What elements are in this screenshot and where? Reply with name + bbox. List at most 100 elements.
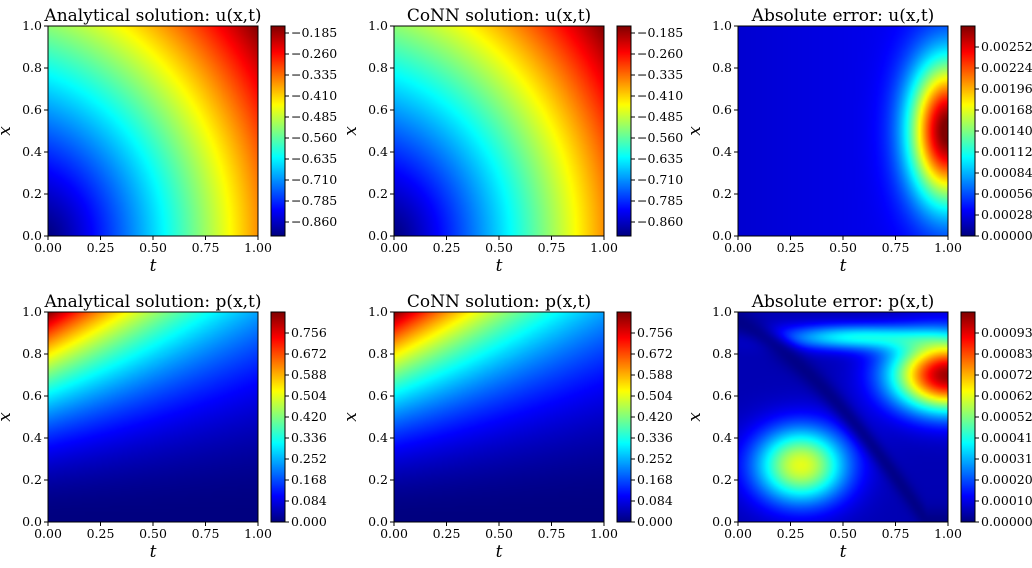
chart-panel-2: CoNN solution: u(x,t) 0.00 0.25 0.50 0.75 1.0… [341, 6, 683, 276]
y-tick-label: 0.4 [368, 144, 388, 159]
y-tick-label: 0.4 [712, 430, 732, 445]
colorbar-tick-label: 0.000416 [981, 430, 1032, 445]
y-tick-label: 0.2 [368, 472, 388, 487]
colorbar-tick-label: −0.335 [291, 67, 337, 82]
colorbar [961, 312, 975, 522]
colorbar-tick-label: 0.672 [637, 346, 673, 361]
x-tick-label: 0.00 [34, 240, 62, 255]
colorbar-tick-label: 0.000624 [981, 388, 1032, 403]
colorbar-tick-label: 0.336 [291, 430, 327, 445]
colorbar-tick-label: 0.000312 [981, 451, 1032, 466]
y-axis-label: x [685, 126, 705, 136]
chart-title: Analytical solution: p(x,t) [43, 292, 261, 312]
chart-title: CoNN solution: p(x,t) [407, 292, 591, 312]
heatmap-image [48, 26, 258, 236]
colorbar-tick-label: −0.710 [291, 172, 337, 187]
chart-title: CoNN solution: u(x,t) [407, 6, 591, 26]
x-tick-label: 1.00 [244, 240, 272, 255]
y-tick-label: 1.0 [368, 304, 388, 319]
y-tick-label: 0.2 [368, 186, 388, 201]
y-tick-label: 0.0 [368, 228, 388, 243]
colorbar [271, 312, 285, 522]
x-tick-label: 0.50 [485, 526, 513, 541]
y-tick-label: 0.4 [712, 144, 732, 159]
colorbar-tick-label: −0.560 [637, 130, 683, 145]
y-tick-label: 0.0 [368, 514, 388, 529]
colorbar-tick-label: 0.672 [291, 346, 327, 361]
heatmap-image [48, 312, 258, 522]
x-tick-label: 0.00 [724, 240, 752, 255]
colorbar-tick-label: 0.00196 [981, 81, 1032, 96]
chart-title: Absolute error: u(x,t) [751, 6, 935, 26]
chart-panel-4: Analytical solution: p(x,t) 0.00 0.25 0.50 0… [0, 292, 327, 562]
colorbar-tick-label: 0.588 [637, 367, 673, 382]
x-axis-label: t [496, 542, 503, 562]
colorbar-tick-label: 0.000832 [981, 346, 1032, 361]
colorbar-tick-label: 0.336 [637, 430, 673, 445]
colorbar-tick-label: −0.635 [291, 151, 337, 166]
y-tick-label: 0.8 [712, 346, 732, 361]
chart-title: Absolute error: p(x,t) [751, 292, 935, 312]
colorbar-tick-label: 0.00252 [981, 39, 1032, 54]
x-axis-label: t [150, 542, 157, 562]
colorbar-tick-label: −0.710 [637, 172, 683, 187]
colorbar-tick-label: −0.410 [637, 88, 683, 103]
x-tick-label: 0.50 [829, 240, 857, 255]
x-tick-label: 1.00 [590, 240, 618, 255]
y-axis-label: x [0, 412, 15, 422]
y-tick-label: 0.4 [22, 430, 42, 445]
y-axis-label: x [0, 126, 15, 136]
colorbar-tick-label: 0.000 [637, 514, 673, 529]
x-tick-label: 1.00 [934, 240, 962, 255]
y-tick-label: 0.8 [22, 60, 42, 75]
x-tick-label: 0.75 [192, 526, 220, 541]
chart-panel-3: Absolute error: u(x,t) 0.00 0.25 0.50 0.75 1.… [685, 6, 1032, 276]
colorbar-tick-label: −0.410 [291, 88, 337, 103]
y-tick-label: 0.0 [712, 228, 732, 243]
colorbar-frame [616, 25, 632, 237]
y-tick-label: 1.0 [22, 18, 42, 33]
x-tick-label: 0.25 [87, 240, 115, 255]
x-tick-label: 0.25 [87, 526, 115, 541]
x-tick-label: 0.00 [34, 526, 62, 541]
y-tick-label: 1.0 [712, 18, 732, 33]
colorbar-tick-label: 0.084 [291, 493, 327, 508]
colorbar-tick-label: 0.00084 [981, 165, 1032, 180]
y-tick-label: 0.6 [22, 102, 42, 117]
colorbar-tick-label: 0.00168 [981, 102, 1032, 117]
y-tick-label: 0.0 [22, 514, 42, 529]
y-tick-label: 0.6 [22, 388, 42, 403]
colorbar-tick-label: −0.335 [637, 67, 683, 82]
x-axis-label: t [150, 256, 157, 276]
colorbar-frame [270, 25, 286, 237]
x-tick-label: 0.50 [139, 526, 167, 541]
x-tick-label: 0.25 [433, 240, 461, 255]
x-tick-label: 0.25 [777, 240, 805, 255]
y-axis-label: x [341, 412, 361, 422]
y-axis-label: x [341, 126, 361, 136]
x-tick-label: 0.50 [829, 526, 857, 541]
colorbar-tick-label: 0.588 [291, 367, 327, 382]
y-tick-label: 0.8 [22, 346, 42, 361]
colorbar-tick-label: 0.00140 [981, 123, 1032, 138]
x-tick-label: 0.00 [380, 240, 408, 255]
colorbar-tick-label: −0.860 [637, 214, 683, 229]
x-tick-label: 0.75 [882, 526, 910, 541]
colorbar-tick-label: −0.185 [291, 25, 337, 40]
colorbar-tick-label: 0.168 [637, 472, 673, 487]
x-tick-label: 0.50 [485, 240, 513, 255]
colorbar-tick-label: 0.000208 [981, 472, 1032, 487]
y-tick-label: 0.8 [712, 60, 732, 75]
colorbar-tick-label: 0.756 [637, 325, 673, 340]
heatmap-image [738, 312, 948, 522]
chart-panel-6: Absolute error: p(x,t) 0.00 0.25 0.50 0.75 1.… [685, 292, 1032, 562]
x-tick-label: 0.75 [882, 240, 910, 255]
colorbar [961, 26, 975, 236]
y-tick-label: 0.2 [712, 186, 732, 201]
colorbar-tick-label: 0.00224 [981, 60, 1032, 75]
colorbar-tick-label: 0.756 [291, 325, 327, 340]
colorbar-tick-label: −0.185 [637, 25, 683, 40]
